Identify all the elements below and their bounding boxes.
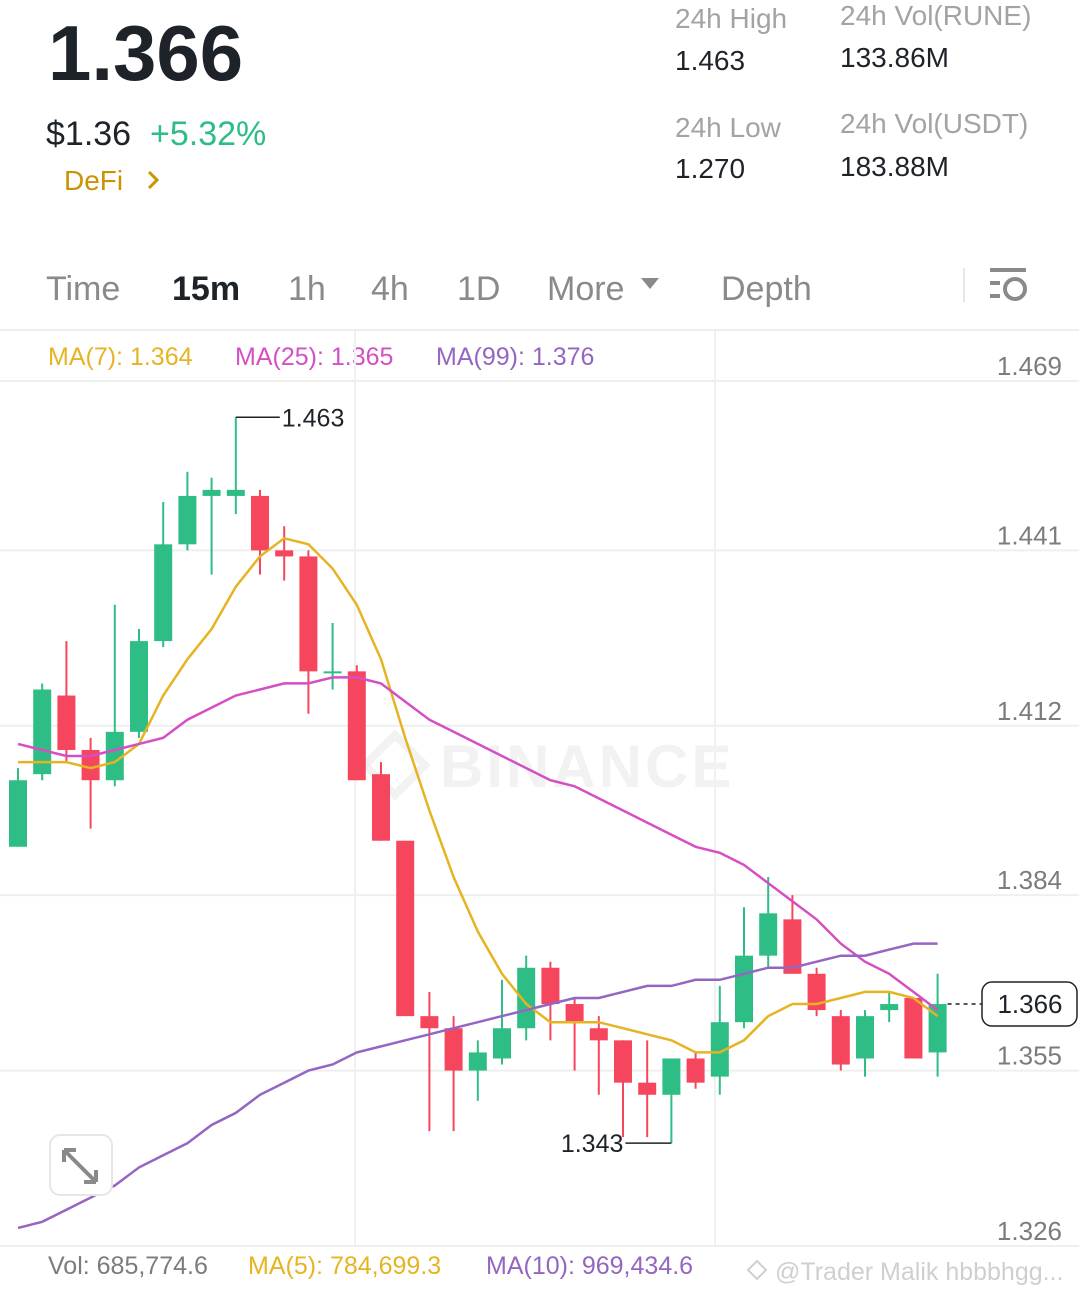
high-label: 1.463 (282, 404, 345, 432)
candle-body (589, 1028, 608, 1041)
candle-body (444, 1028, 463, 1071)
stat-value: 133.86M (840, 42, 949, 73)
candle-body (202, 489, 221, 496)
tab[interactable]: 1D (457, 270, 500, 308)
tab[interactable]: Time (46, 270, 120, 308)
y-tick-label: 1.412 (997, 696, 1062, 726)
tab-active[interactable]: 15m (172, 270, 240, 308)
y-tick-label: 1.326 (997, 1216, 1062, 1246)
candle-body (372, 774, 390, 841)
expand-button[interactable] (49, 1134, 113, 1196)
volume-legend: Vol: 685,774.6 (48, 1252, 208, 1280)
watermark: @Trader Malik hbbbhgg... (775, 1258, 1063, 1286)
tab[interactable]: 4h (371, 270, 409, 308)
logo-watermark: BINANCE (440, 733, 734, 800)
candle-body (880, 1004, 899, 1011)
candle-body (904, 997, 923, 1059)
candle-body (154, 544, 173, 642)
tag[interactable]: DeFi (64, 165, 123, 196)
candle-body (493, 1028, 511, 1059)
tab[interactable]: More (547, 270, 624, 308)
tag-chevron (147, 170, 160, 190)
tab[interactable]: 1h (288, 270, 326, 308)
candle-body (759, 913, 778, 956)
candle-body (81, 749, 100, 781)
candle-body (831, 1016, 850, 1065)
usd-price: $1.36 (46, 115, 131, 153)
candle-body (783, 919, 802, 974)
candle-body (226, 489, 245, 496)
last-price-box (981, 981, 1078, 1027)
candle-body (9, 780, 27, 847)
last-price-label: 1.366 (997, 989, 1062, 1019)
legend-entry: MA(25): 1.365 (235, 343, 393, 371)
candle-body (468, 1052, 487, 1071)
ma-line (17, 676, 939, 1012)
low-label: 1.343 (561, 1130, 624, 1158)
candle-body (856, 1016, 874, 1059)
logo-mark (359, 729, 431, 801)
stat-label: 24h High (675, 3, 787, 34)
stat-value: 1.270 (675, 153, 745, 184)
ma-line (18, 536, 939, 1054)
candle-body (638, 1082, 657, 1095)
y-tick-label: 1.355 (997, 1041, 1062, 1071)
dropdown-arrow (641, 278, 659, 289)
stat-label: 24h Vol(RUNE) (840, 0, 1031, 31)
candle-body (662, 1058, 681, 1095)
candle-body (420, 1016, 439, 1029)
candle-body (735, 955, 753, 1023)
stat-label: 24h Low (675, 112, 782, 143)
candle-body (33, 689, 52, 775)
candle-body (323, 671, 342, 674)
volume-legend: MA(10): 969,434.6 (486, 1252, 693, 1280)
y-tick-label: 1.384 (997, 865, 1062, 895)
ma-line (17, 942, 938, 1230)
last-price: 1.366 (48, 9, 243, 97)
candle-body (275, 550, 294, 557)
candle-body (541, 967, 560, 1005)
price-change: +5.32% (150, 115, 266, 153)
candle-body (807, 973, 826, 1011)
stat-value: 1.463 (675, 45, 745, 76)
candle-body (565, 1004, 584, 1023)
tab[interactable]: Depth (721, 270, 812, 308)
legend-entry: MA(99): 1.376 (436, 343, 594, 371)
candle-body (299, 556, 318, 672)
stat-label: 24h Vol(USDT) (840, 108, 1028, 139)
watermark-icon (746, 1259, 768, 1281)
candle-body (686, 1058, 705, 1083)
y-tick-label: 1.469 (997, 351, 1062, 381)
candle-body (251, 495, 269, 551)
candle-body (57, 695, 76, 750)
legend-entry: MA(7): 1.364 (48, 343, 193, 371)
candle-body (517, 967, 536, 1029)
candle-body (710, 1022, 729, 1077)
candle-body (396, 840, 415, 1017)
candle-body (928, 1004, 947, 1053)
plot: 1.326 1.355 1.384 1.412 1.441 1.469 1.463 1.343… (0, 351, 1079, 1247)
stat-value: 183.88M (840, 151, 949, 182)
volume-legend: MA(5): 784,699.3 (248, 1252, 441, 1280)
candle-body (130, 641, 148, 732)
candle-body (105, 731, 124, 781)
candle-body (347, 671, 366, 781)
candle-body (614, 1040, 632, 1083)
settings-icon[interactable] (990, 268, 1027, 301)
candle-body (178, 495, 197, 545)
y-tick-label: 1.441 (997, 520, 1062, 550)
